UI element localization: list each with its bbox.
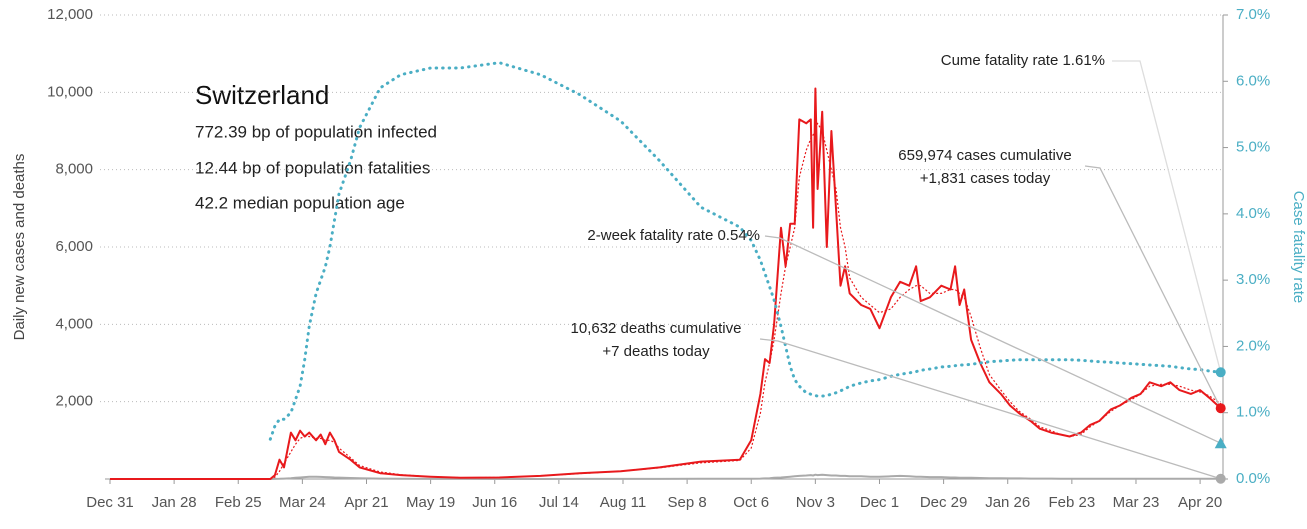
- x-tick-label: Mar 23: [1113, 494, 1160, 511]
- y2-tick-label: 1.0%: [1236, 404, 1270, 421]
- y-tick-label: 4,000: [55, 315, 93, 332]
- x-tick-label: Apr 20: [1178, 494, 1222, 511]
- annotation: Cume fatality rate 1.61%: [941, 52, 1105, 69]
- x-tick-label: Sep 8: [668, 494, 707, 511]
- x-tick-label: Jan 28: [152, 494, 197, 511]
- annotation: 10,632 deaths cumulative: [571, 320, 742, 337]
- info-line: 42.2 median population age: [195, 193, 405, 212]
- y2-axis-title: Case fatality rate: [1290, 191, 1307, 304]
- x-tick-label: Feb 25: [215, 494, 262, 511]
- x-tick-label: Jun 16: [472, 494, 517, 511]
- info-line: 772.39 bp of population infected: [195, 122, 437, 141]
- x-tick-label: Jul 14: [539, 494, 579, 511]
- x-tick-label: Feb 23: [1049, 494, 1096, 511]
- annotation: +1,831 cases today: [920, 170, 1051, 187]
- annotation: +7 deaths today: [602, 343, 710, 360]
- annotation: 2-week fatality rate 0.54%: [587, 227, 760, 244]
- x-tick-label: Oct 6: [733, 494, 769, 511]
- end-marker: [1215, 367, 1226, 378]
- x-tick-label: Mar 24: [279, 494, 326, 511]
- info-line: 12.44 bp of population fatalities: [195, 158, 430, 177]
- y-tick-label: 12,000: [47, 6, 93, 23]
- info-title: Switzerland: [195, 80, 329, 110]
- x-tick-label: Apr 21: [344, 494, 388, 511]
- leader-line: [1112, 60, 1222, 373]
- leader-line: [759, 338, 1221, 480]
- x-tick-label: Aug 11: [600, 494, 646, 511]
- two-week-marker: [1214, 437, 1227, 449]
- y-tick-label: 8,000: [55, 161, 93, 178]
- x-tick-label: Nov 3: [796, 494, 835, 511]
- y2-tick-label: 3.0%: [1236, 271, 1270, 288]
- leader-line: [764, 235, 1221, 444]
- x-tick-label: Dec 29: [920, 494, 968, 511]
- x-tick-label: Dec 1: [860, 494, 899, 511]
- y2-tick-label: 7.0%: [1236, 6, 1270, 23]
- y-tick-label: 10,000: [47, 83, 93, 100]
- y2-tick-label: 6.0%: [1236, 72, 1270, 89]
- x-tick-label: Jan 26: [985, 494, 1030, 511]
- leader-line: [1084, 165, 1222, 409]
- series-line: [110, 87, 1222, 480]
- y2-tick-label: 2.0%: [1236, 337, 1270, 354]
- y2-tick-label: 5.0%: [1236, 139, 1270, 156]
- end-marker: [1215, 473, 1226, 484]
- y-axis-title: Daily new cases and deaths: [11, 154, 28, 341]
- y2-tick-label: 0.0%: [1236, 470, 1270, 487]
- y-tick-label: 2,000: [55, 393, 93, 410]
- x-tick-label: May 19: [406, 494, 455, 511]
- x-tick-label: Dec 31: [86, 494, 134, 511]
- y2-tick-label: 4.0%: [1236, 205, 1270, 222]
- y-tick-label: 6,000: [55, 238, 93, 255]
- annotation: 659,974 cases cumulative: [898, 147, 1071, 164]
- series-line: [268, 61, 1223, 441]
- series-line: [110, 473, 1221, 480]
- end-marker: [1215, 403, 1226, 414]
